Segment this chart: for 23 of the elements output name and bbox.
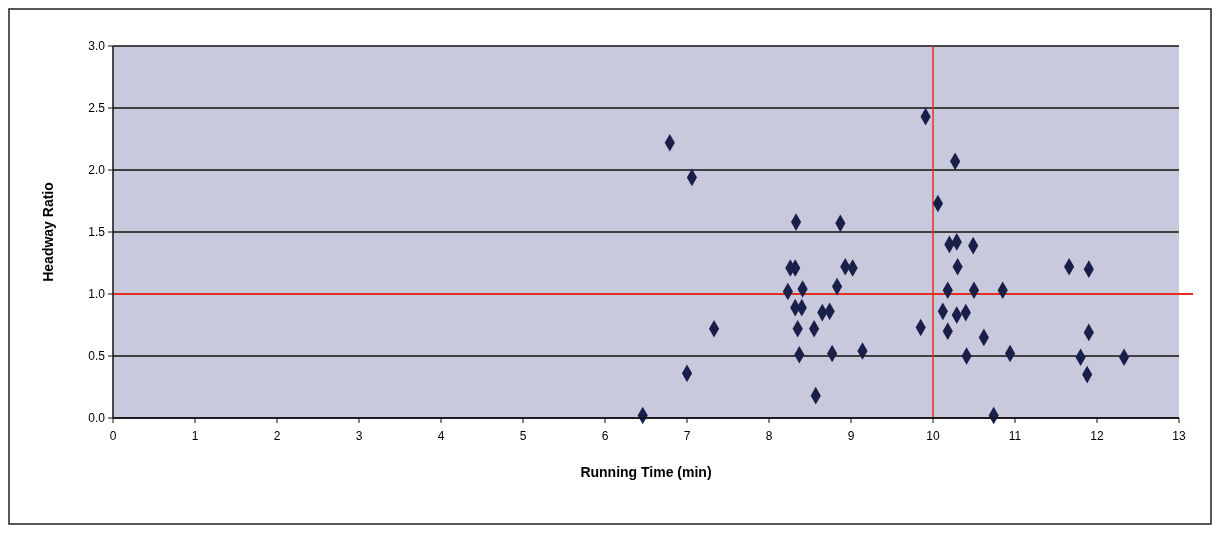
x-tick-label: 0 — [109, 429, 117, 443]
x-tick-label: 9 — [847, 429, 855, 443]
x-tick-label: 13 — [1172, 429, 1186, 443]
x-tick-label: 4 — [437, 429, 445, 443]
x-tick-label: 1 — [191, 429, 199, 443]
y-axis-title: Headway Ratio — [40, 182, 56, 282]
x-tick-label: 2 — [273, 429, 281, 443]
y-tick-label: 0.0 — [88, 411, 106, 426]
x-tick-label: 3 — [355, 429, 363, 443]
x-tick-label: 5 — [519, 429, 527, 443]
y-tick-label: 2.0 — [88, 163, 106, 178]
x-tick-label: 11 — [1008, 429, 1022, 443]
y-tick-label: 0.5 — [88, 349, 106, 364]
x-tick-label: 12 — [1090, 429, 1104, 443]
x-axis-title: Running Time (min) — [580, 464, 712, 480]
y-tick-label: 1.0 — [88, 287, 106, 302]
y-tick-label: 1.5 — [88, 225, 106, 240]
x-tick-label: 8 — [765, 429, 773, 443]
x-tick-label: 7 — [683, 429, 691, 443]
x-tick-label: 6 — [601, 429, 609, 443]
y-tick-label: 3.0 — [88, 39, 106, 54]
x-tick-label: 10 — [926, 429, 940, 443]
y-tick-label: 2.5 — [88, 101, 106, 116]
